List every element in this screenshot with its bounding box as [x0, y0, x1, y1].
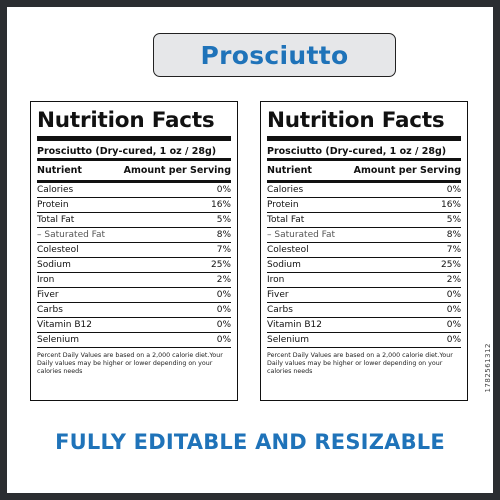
- nutrient-value: 8%: [446, 230, 461, 240]
- nutrient-name: Calories: [267, 185, 304, 195]
- nutrient-name: Total Fat: [267, 215, 305, 225]
- nutrient-name: Iron: [267, 275, 285, 285]
- column-header: Nutrient Amount per Serving: [267, 161, 461, 180]
- nutrient-row: Calories 0%: [37, 183, 231, 198]
- medium-divider: [267, 180, 461, 183]
- nutrient-name: Protein: [267, 200, 299, 210]
- nutrient-rows: Calories 0% Protein 16% Total Fat 5% – Saturat…: [37, 183, 231, 348]
- nutrient-value: 8%: [216, 230, 231, 240]
- nutrient-row: Sodium 25%: [267, 258, 461, 273]
- nutrition-facts-heading: Nutrition Facts: [267, 108, 445, 133]
- nutrient-name: Protein: [37, 200, 69, 210]
- nutrient-name: – Saturated Fat: [37, 230, 106, 240]
- nutrient-row: Iron 2%: [267, 273, 461, 288]
- nutrient-header: Nutrient: [267, 165, 312, 176]
- serving-size: Prosciutto (Dry-cured, 1 oz / 28g): [37, 146, 217, 157]
- editable-banner-text: FULLY EDITABLE AND RESIZABLE: [55, 430, 445, 454]
- nutrient-value: 16%: [210, 200, 231, 210]
- nutrient-row: Protein 16%: [267, 198, 461, 213]
- amount-header: Amount per Serving: [123, 165, 231, 176]
- nutrient-row: Carbs 0%: [37, 303, 231, 318]
- stock-id-watermark: 1782561312: [484, 343, 492, 393]
- nutrient-value: 25%: [440, 260, 461, 270]
- nutrient-name: – Saturated Fat: [267, 230, 336, 240]
- thick-divider: [37, 136, 231, 141]
- nutrient-value: 2%: [216, 275, 231, 285]
- nutrient-value: 7%: [446, 245, 461, 255]
- nutrient-row: Sodium 25%: [37, 258, 231, 273]
- nutrient-name: Fiver: [267, 290, 289, 300]
- nutrient-row: Total Fat 5%: [37, 213, 231, 228]
- nutrient-name: Selenium: [267, 335, 309, 345]
- nutrient-value: 0%: [216, 305, 231, 315]
- nutrient-name: Selenium: [37, 335, 79, 345]
- nutrient-row: Colesteol 7%: [267, 243, 461, 258]
- nutrition-label-right: Nutrition Facts Prosciutto (Dry-cured, 1…: [260, 101, 468, 401]
- nutrient-value: 0%: [446, 335, 461, 345]
- nutrient-row: Iron 2%: [37, 273, 231, 288]
- product-title: Prosciutto: [200, 40, 349, 70]
- medium-divider: [37, 158, 231, 161]
- daily-value-footnote: Percent Daily Values are based on a 2,00…: [267, 352, 453, 375]
- medium-divider: [37, 180, 231, 183]
- nutrient-value: 2%: [446, 275, 461, 285]
- nutrient-row: Vitamin B12 0%: [267, 318, 461, 333]
- nutrient-row: – Saturated Fat 8%: [37, 228, 231, 243]
- nutrient-name: Sodium: [267, 260, 301, 270]
- nutrient-value: 5%: [446, 215, 461, 225]
- nutrient-name: Vitamin B12: [37, 320, 92, 330]
- nutrient-row: Selenium 0%: [37, 333, 231, 348]
- nutrient-value: 0%: [216, 290, 231, 300]
- title-banner: Prosciutto: [153, 33, 396, 77]
- nutrient-value: 0%: [216, 335, 231, 345]
- medium-divider: [267, 158, 461, 161]
- nutrient-row: Protein 16%: [37, 198, 231, 213]
- nutrient-value: 0%: [216, 320, 231, 330]
- nutrient-row: Vitamin B12 0%: [37, 318, 231, 333]
- nutrient-name: Vitamin B12: [267, 320, 322, 330]
- nutrient-name: Total Fat: [37, 215, 75, 225]
- nutrient-rows: Calories 0% Protein 16% Total Fat 5% – Saturat…: [267, 183, 461, 348]
- nutrient-row: Fiver 0%: [37, 288, 231, 303]
- nutrient-value: 7%: [216, 245, 231, 255]
- nutrient-row: Colesteol 7%: [37, 243, 231, 258]
- nutrient-name: Sodium: [37, 260, 71, 270]
- nutrient-value: 0%: [446, 290, 461, 300]
- nutrient-row: Carbs 0%: [267, 303, 461, 318]
- amount-header: Amount per Serving: [353, 165, 461, 176]
- nutrient-row: Fiver 0%: [267, 288, 461, 303]
- nutrient-row: Selenium 0%: [267, 333, 461, 348]
- nutrient-name: Fiver: [37, 290, 59, 300]
- nutrient-name: Colesteol: [267, 245, 309, 255]
- image-frame: Prosciutto Nutrition Facts Prosciutto (D…: [7, 7, 493, 493]
- nutrient-value: 0%: [446, 305, 461, 315]
- daily-value-footnote: Percent Daily Values are based on a 2,00…: [37, 352, 223, 375]
- nutrient-name: Calories: [37, 185, 74, 195]
- nutrient-value: 25%: [210, 260, 231, 270]
- nutrient-value: 5%: [216, 215, 231, 225]
- nutrient-name: Colesteol: [37, 245, 79, 255]
- nutrient-row: Total Fat 5%: [267, 213, 461, 228]
- nutrient-name: Iron: [37, 275, 55, 285]
- thick-divider: [267, 136, 461, 141]
- column-header: Nutrient Amount per Serving: [37, 161, 231, 180]
- nutrition-facts-heading: Nutrition Facts: [37, 108, 215, 133]
- nutrient-value: 0%: [446, 185, 461, 195]
- nutrient-value: 0%: [446, 320, 461, 330]
- nutrition-label-left: Nutrition Facts Prosciutto (Dry-cured, 1…: [30, 101, 238, 401]
- nutrient-name: Carbs: [267, 305, 293, 315]
- nutrient-row: – Saturated Fat 8%: [267, 228, 461, 243]
- nutrient-value: 0%: [216, 185, 231, 195]
- nutrient-value: 16%: [440, 200, 461, 210]
- nutrient-name: Carbs: [37, 305, 63, 315]
- serving-size: Prosciutto (Dry-cured, 1 oz / 28g): [267, 146, 447, 157]
- nutrient-row: Calories 0%: [267, 183, 461, 198]
- nutrient-header: Nutrient: [37, 165, 82, 176]
